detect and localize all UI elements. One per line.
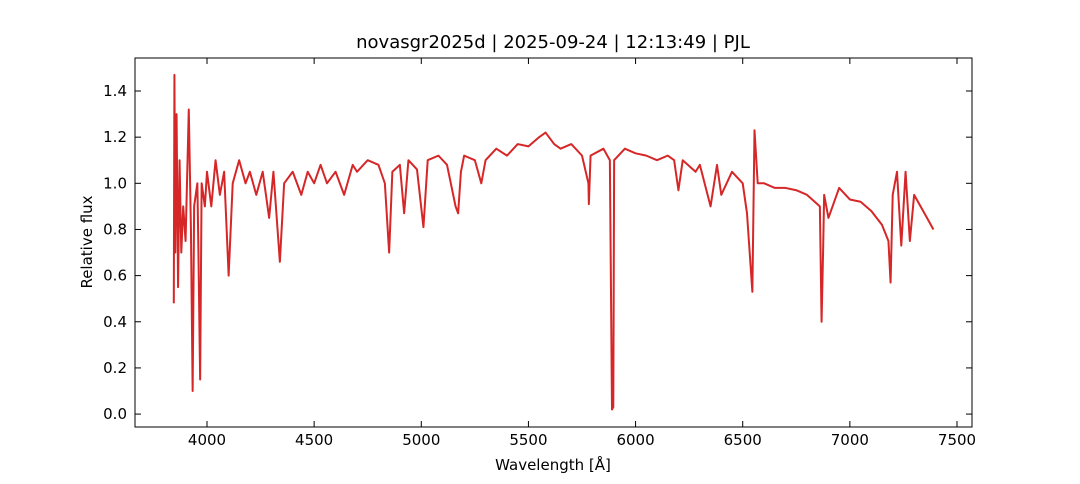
y-tick-label: 1.0 (103, 174, 127, 192)
x-tick-label: 6500 (724, 431, 762, 449)
y-tick-label: 0.0 (103, 405, 127, 423)
y-tick-label: 0.6 (103, 267, 127, 285)
y-axis-label: Relative flux (78, 195, 96, 288)
plot-frame (134, 57, 973, 428)
x-tick-label: 7500 (938, 431, 976, 449)
x-tick-label: 5500 (509, 431, 547, 449)
x-tick-label: 4500 (295, 431, 333, 449)
y-tick-label: 1.4 (103, 82, 127, 100)
x-tick-label: 6000 (616, 431, 654, 449)
spectrum-line (172, 73, 935, 411)
x-tick-label: 5000 (402, 431, 440, 449)
y-tick-label: 0.8 (103, 220, 127, 238)
x-axis-label: Wavelength [Å] (495, 455, 611, 474)
y-tick-label: 0.4 (103, 313, 127, 331)
x-tick-label: 4000 (188, 431, 226, 449)
x-tick-label: 7000 (831, 431, 869, 449)
y-tick-label: 1.2 (103, 128, 127, 146)
chart-title: novasgr2025d | 2025-09-24 | 12:13:49 | P… (356, 32, 750, 53)
y-tick-label: 0.2 (103, 359, 127, 377)
